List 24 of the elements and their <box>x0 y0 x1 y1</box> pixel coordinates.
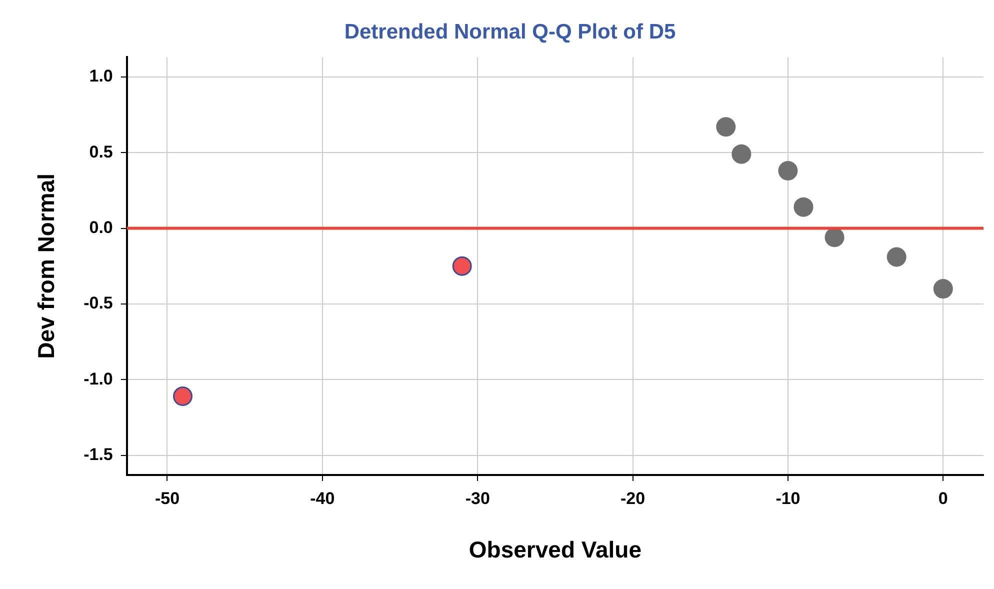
y-tick-label: -0.5 <box>84 294 113 313</box>
point <box>778 160 798 180</box>
point <box>173 386 193 406</box>
y-tick-label: 1.0 <box>89 66 113 86</box>
y-tick-label: 0.5 <box>89 142 113 162</box>
x-tick-label: -20 <box>620 488 646 508</box>
x-tick-label: -10 <box>776 488 800 508</box>
point <box>794 197 814 217</box>
x-tick-label: 0 <box>938 488 948 508</box>
point <box>886 247 906 267</box>
y-axis-title: Dev from Normal <box>33 173 60 359</box>
point <box>824 228 844 248</box>
point <box>716 117 736 137</box>
x-tick-label: -40 <box>310 488 335 508</box>
point <box>732 144 752 164</box>
point <box>933 279 953 299</box>
point <box>452 256 472 276</box>
y-tick-label: -1.0 <box>84 369 113 388</box>
chart-title: Detrended Normal Q-Q Plot of D5 <box>344 20 676 44</box>
x-tick-label: -50 <box>154 488 180 508</box>
x-axis-title: Observed Value <box>468 536 642 563</box>
y-tick-label: -1.5 <box>84 445 113 464</box>
y-tick-label: 0.0 <box>89 218 113 237</box>
x-tick-label: -30 <box>465 488 490 508</box>
